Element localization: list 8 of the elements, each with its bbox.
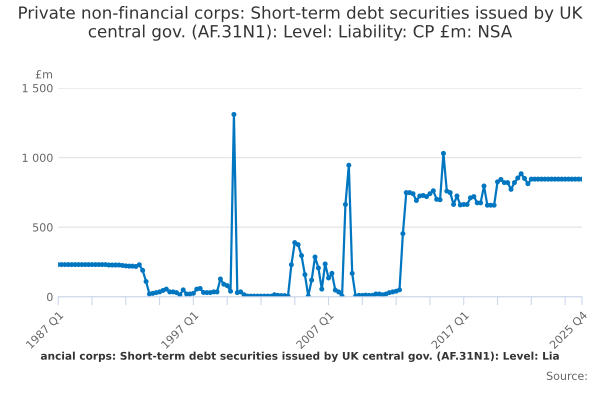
y-axis-title: £m	[36, 70, 52, 78]
y-tick-label: 1 500	[22, 84, 53, 92]
y-tick-label: 1 000	[22, 154, 53, 162]
y-tick-label: 0	[47, 292, 53, 302]
y-tick-label: 500	[32, 223, 53, 232]
source-note: Source:	[546, 372, 587, 380]
text: ancial corps: Short-term debt securities issued by UK central gov. (AF.31N1): Level: Lia	[40, 352, 559, 362]
chart-title: Private non-financial corps: Short-term debt securities issued by UK central gov. (AF.31N1): Level: Liability: CP £m: NSA	[19, 6, 583, 41]
